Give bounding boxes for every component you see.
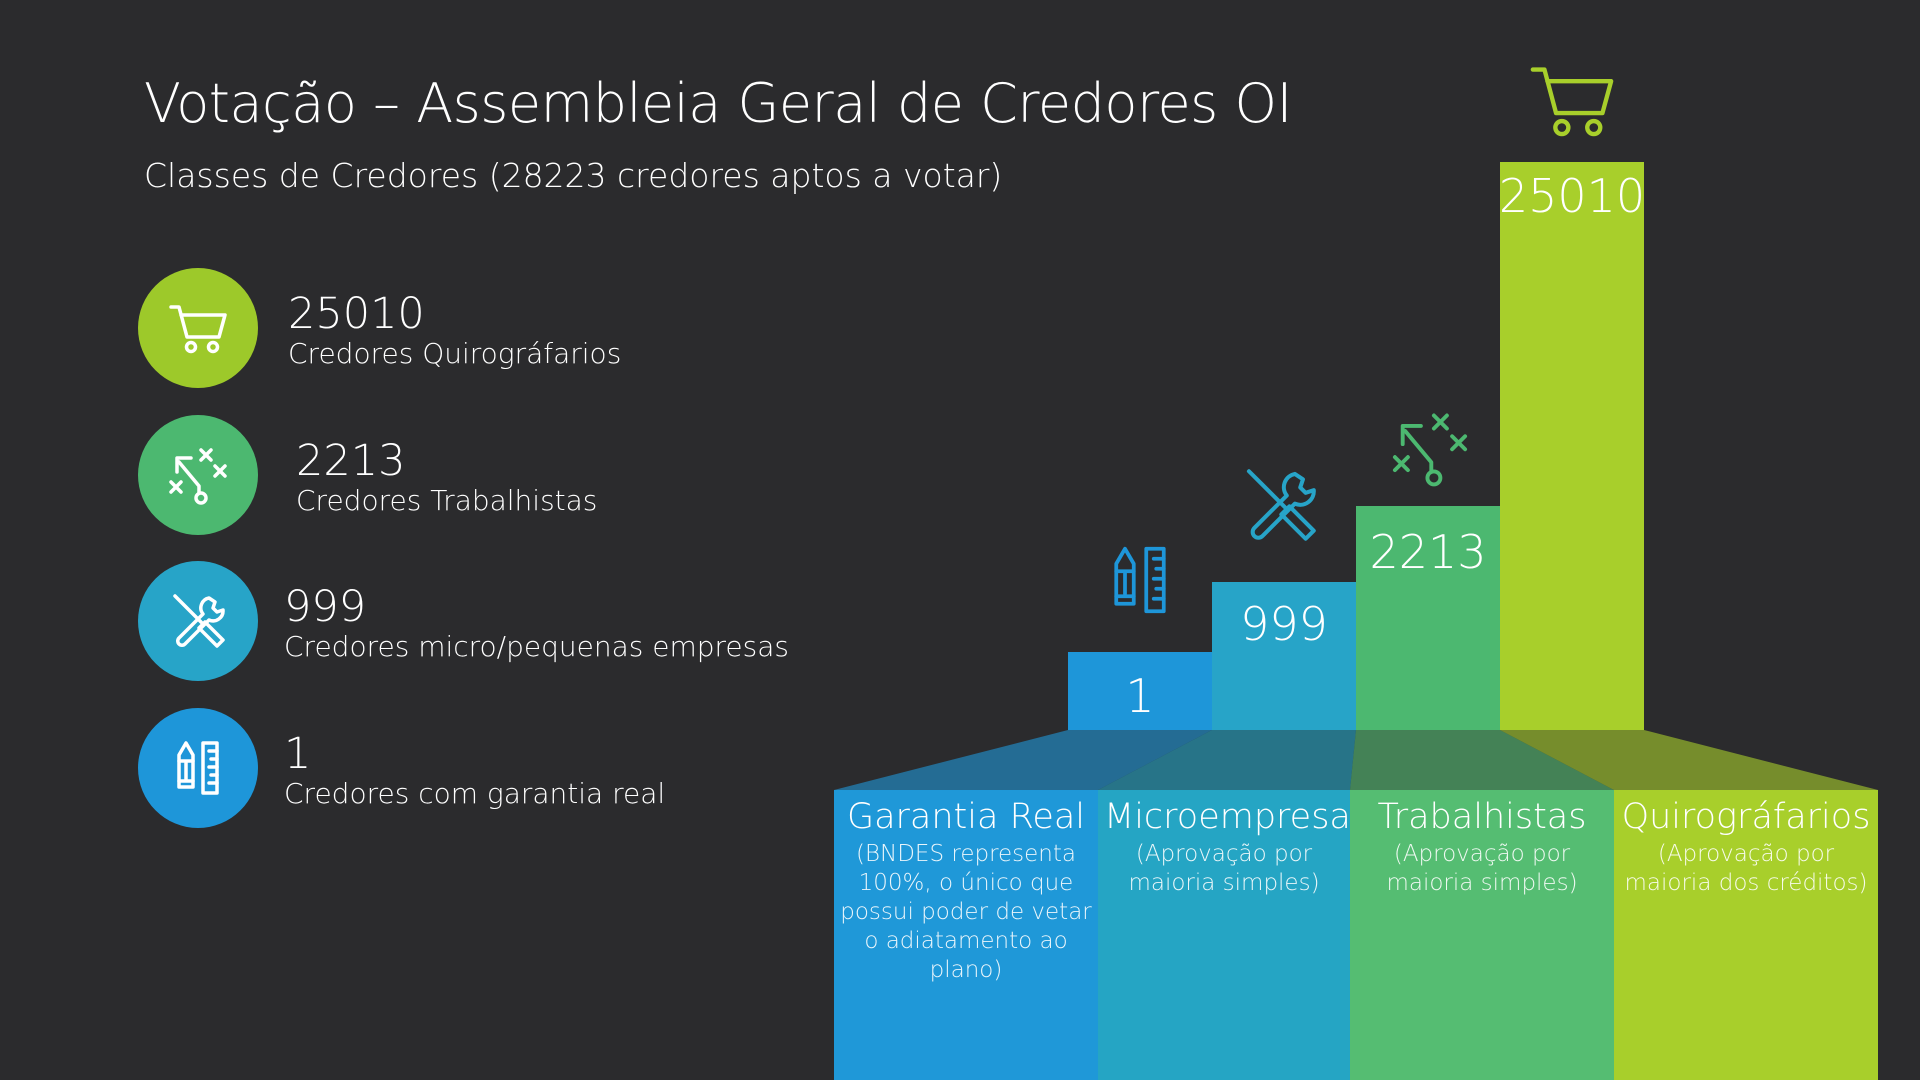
tools-icon bbox=[173, 594, 225, 648]
category-block-quirografarios: Quirográfarios (Aprovação por maioria dos… bbox=[1620, 796, 1872, 898]
legend-value: 999 bbox=[284, 582, 367, 632]
category-note-garantia-real: (BNDES representa 100%, o único que poss… bbox=[840, 841, 1092, 983]
bar-value-label-garantia-real: 1 bbox=[1125, 669, 1154, 723]
bar-garantia-real bbox=[1068, 652, 1212, 730]
base-block-garantia-real bbox=[834, 790, 1098, 1080]
pencil-ruler-icon bbox=[177, 741, 219, 795]
strategy-play-icon bbox=[169, 448, 227, 505]
shopping-cart-icon bbox=[1530, 67, 1614, 137]
legend-circle-trabalhistas bbox=[138, 415, 258, 535]
legend-value: 2213 bbox=[296, 436, 406, 486]
pencil-ruler-icon bbox=[1114, 546, 1166, 614]
bar-trabalhistas bbox=[1356, 506, 1500, 730]
legend-text-garantia-real: 1 Credores com garantia real bbox=[284, 730, 665, 810]
floor-panel-quirografarios bbox=[1500, 730, 1878, 790]
legend-text-trabalhistas: 2213 Credores Trabalhistas bbox=[296, 437, 597, 517]
category-name-garantia-real: Garantia Real bbox=[846, 797, 1086, 837]
legend-item-microempresas: 999 Credores micro/pequenas empresas bbox=[138, 561, 838, 681]
legend-item-trabalhistas: 2213 Credores Trabalhistas bbox=[138, 415, 838, 535]
floor-panel-trabalhistas bbox=[1350, 730, 1614, 790]
category-note-quirografarios: (Aprovação por maioria dos créditos) bbox=[1624, 841, 1868, 896]
floor-panel-microempresa bbox=[1098, 730, 1356, 790]
legend-item-quirografarios: 25010 Credores Quirográfarios bbox=[138, 268, 838, 388]
bar-value-label-microempresa: 999 bbox=[1240, 597, 1328, 651]
category-block-garantia-real: Garantia Real (BNDES representa 100%, o ú… bbox=[840, 796, 1092, 985]
category-note-microempresa: (Aprovação por maioria simples) bbox=[1128, 841, 1320, 896]
bar-value-label-trabalhistas: 2213 bbox=[1369, 525, 1486, 579]
strategy-play-icon bbox=[1392, 413, 1468, 487]
legend-circle-quirografarios bbox=[138, 268, 258, 388]
shopping-cart-icon bbox=[169, 305, 227, 354]
tools-icon bbox=[1246, 469, 1316, 541]
legend-item-garantia-real: 1 Credores com garantia real bbox=[138, 708, 838, 828]
category-name-microempresa: Microempresa bbox=[1104, 797, 1351, 837]
legend-circle-microempresas bbox=[138, 561, 258, 681]
category-name-trabalhistas: Trabalhistas bbox=[1377, 797, 1587, 837]
category-note-trabalhistas: (Aprovação por maioria simples) bbox=[1386, 841, 1578, 896]
category-block-trabalhistas: Trabalhistas (Aprovação por maioria simpl… bbox=[1356, 796, 1608, 898]
legend-label: Credores Trabalhistas bbox=[296, 484, 598, 517]
bar-value-label-quirografarios: 25010 bbox=[1499, 169, 1645, 223]
category-block-microempresa: Microempresa (Aprovação por maioria simpl… bbox=[1104, 796, 1351, 898]
page-subtitle: Classes de Credores (28223 credores apto… bbox=[144, 156, 1003, 195]
base-block-trabalhistas bbox=[1350, 790, 1614, 1080]
legend-value: 1 bbox=[284, 729, 312, 779]
base-block-quirografarios bbox=[1614, 790, 1878, 1080]
legend-text-microempresas: 999 Credores micro/pequenas empresas bbox=[284, 583, 789, 663]
legend-label: Credores com garantia real bbox=[284, 777, 666, 810]
category-name-quirografarios: Quirográfarios bbox=[1621, 797, 1871, 837]
base-block-microempresa bbox=[1098, 790, 1350, 1080]
floor-panel-garantia-real bbox=[834, 730, 1212, 790]
legend-circle-garantia-real bbox=[138, 708, 258, 828]
bar-quirografarios bbox=[1500, 162, 1644, 730]
page-title: Votação – Assembleia Geral de Credores O… bbox=[144, 72, 1292, 135]
legend-label: Credores micro/pequenas empresas bbox=[284, 630, 789, 663]
bar-microempresa bbox=[1212, 582, 1356, 730]
legend-label: Credores Quirográfarios bbox=[288, 337, 622, 370]
legend-value: 25010 bbox=[288, 289, 425, 339]
legend-text-quirografarios: 25010 Credores Quirográfarios bbox=[288, 290, 621, 370]
